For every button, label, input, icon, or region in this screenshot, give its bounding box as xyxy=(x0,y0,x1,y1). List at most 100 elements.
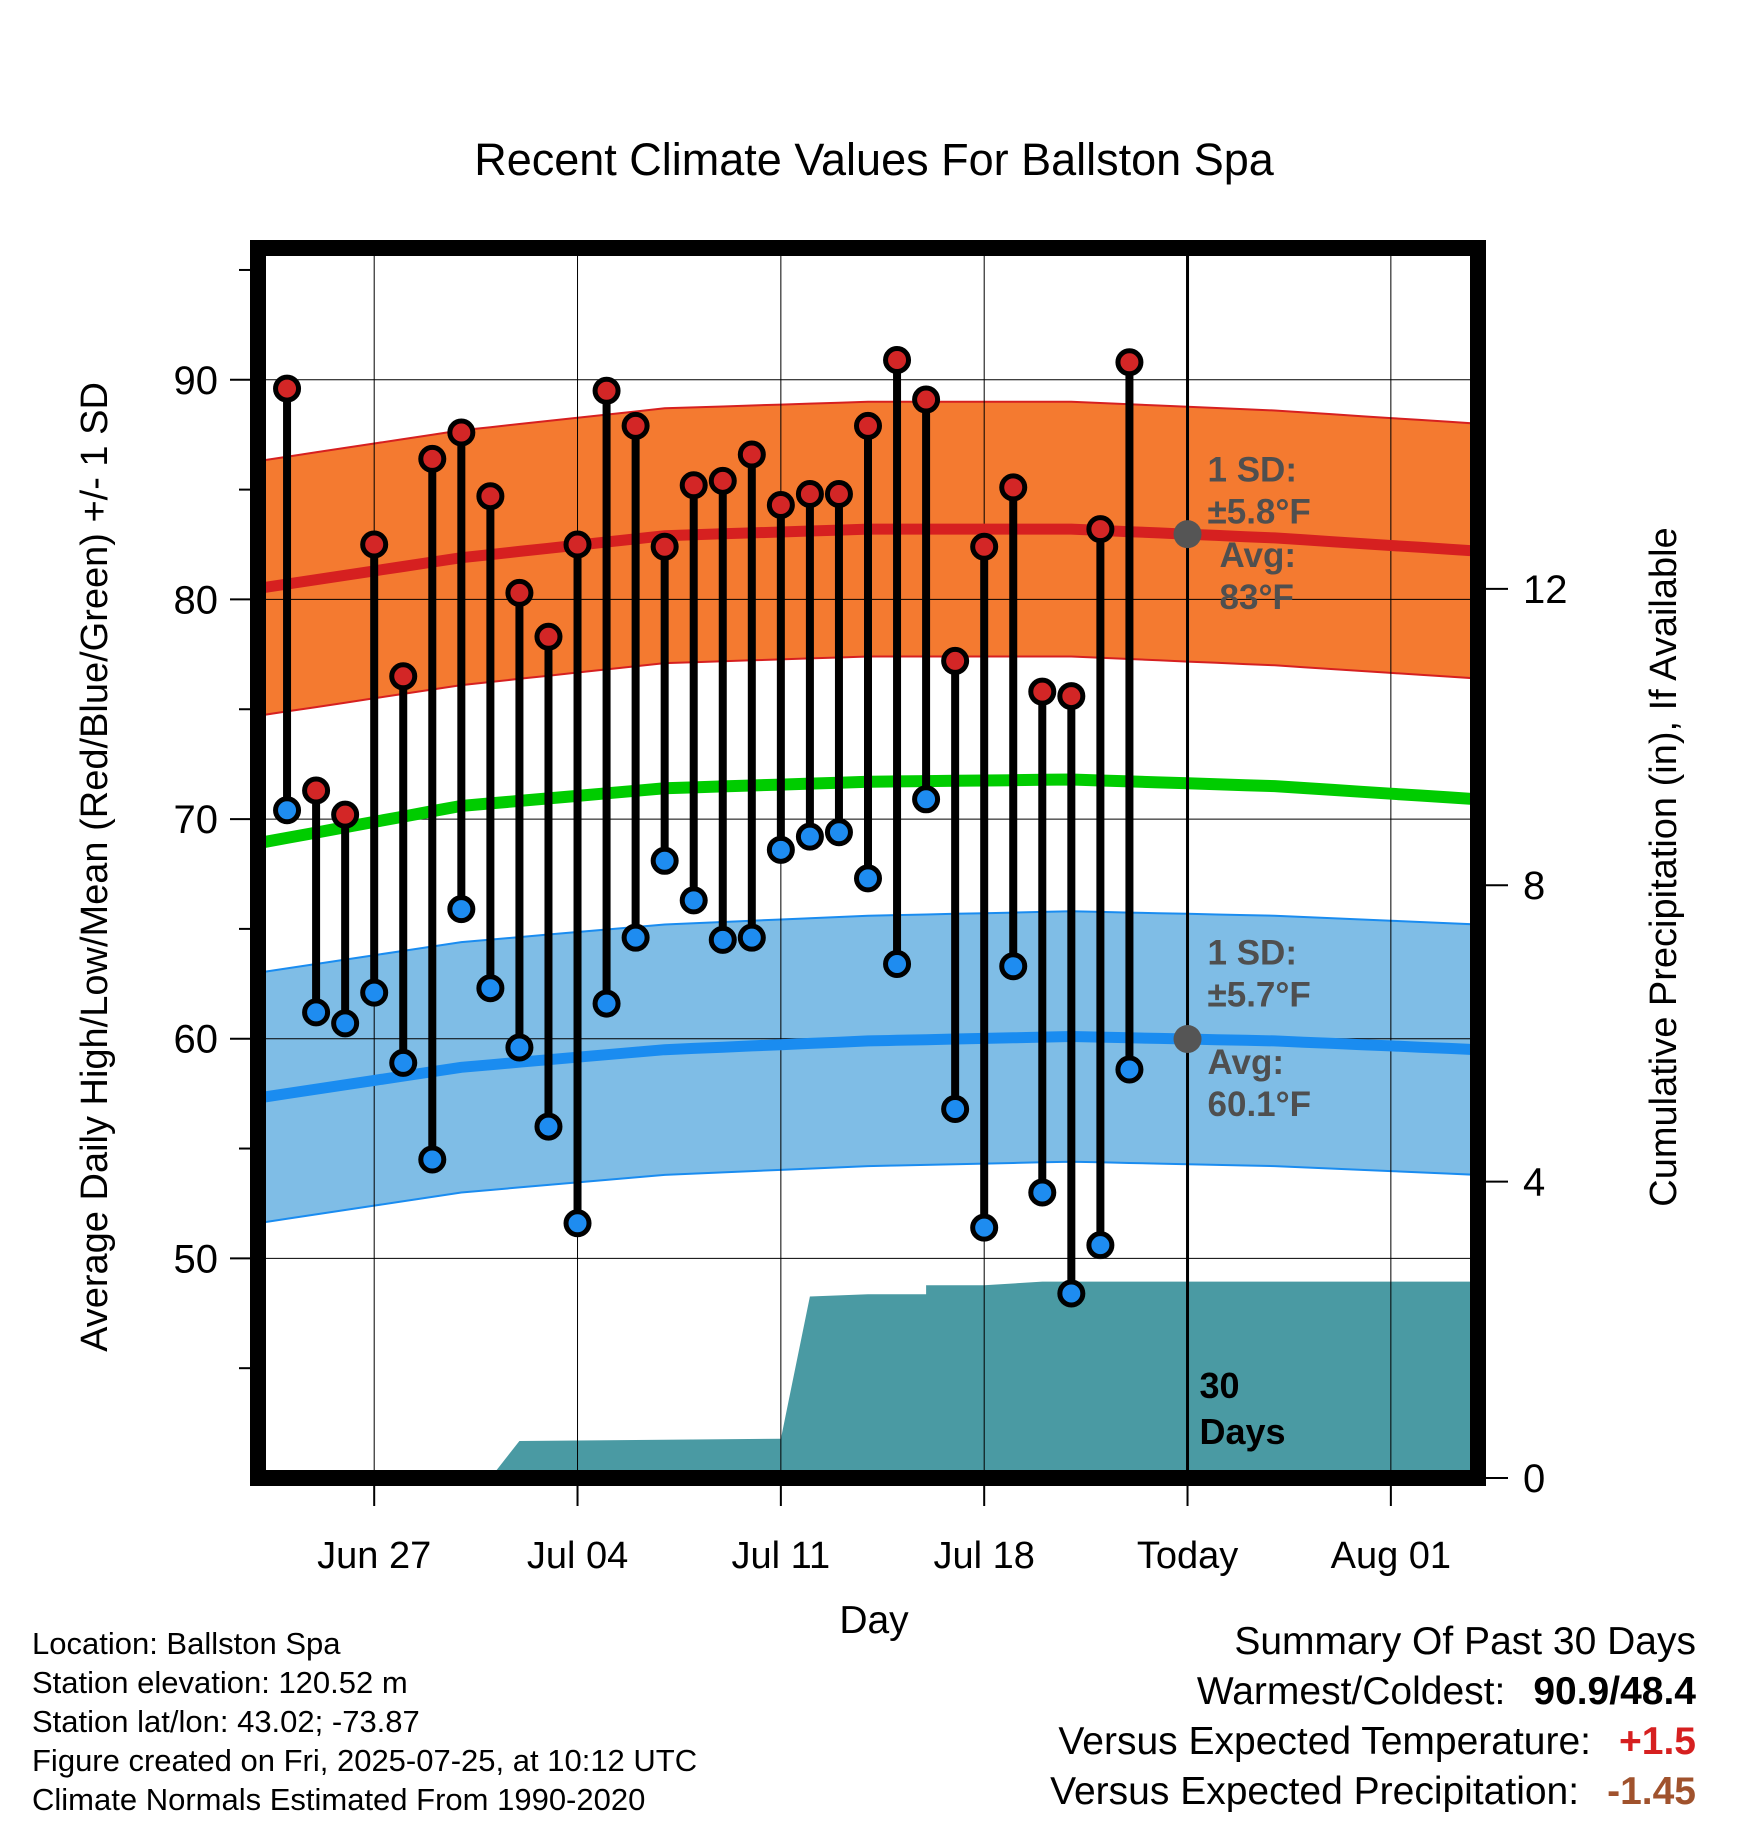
summary-title: Summary Of Past 30 Days xyxy=(1234,1620,1696,1664)
daily-low-point xyxy=(331,1009,360,1038)
daily-high-point xyxy=(331,800,360,829)
daily-high-point xyxy=(621,411,650,440)
y-tick-label: 50 xyxy=(174,1237,219,1281)
chart-title: Recent Climate Values For Ballston Spa xyxy=(474,134,1275,185)
precip-area xyxy=(258,1281,1478,1478)
daily-low-point xyxy=(505,1033,534,1062)
daily-high-point xyxy=(766,490,795,519)
x-tick-label: Today xyxy=(1137,1535,1238,1577)
low-sd-label: 1 SD: xyxy=(1208,934,1297,973)
x-tick-label: Aug 01 xyxy=(1331,1535,1451,1577)
daily-high-point xyxy=(592,376,621,405)
summary-warm-cold: Warmest/Coldest: 90.9/48.4 xyxy=(1197,1670,1696,1714)
daily-high-point xyxy=(795,480,824,508)
daily-low-point xyxy=(534,1112,563,1141)
y-tick-label: 80 xyxy=(174,578,219,622)
normal-low-line xyxy=(257,1030,1479,1104)
low-avg-value: 60.1°F xyxy=(1208,1085,1312,1124)
warm-cold-value: 90.9/48.4 xyxy=(1533,1670,1696,1713)
y-tick-label: 90 xyxy=(174,359,219,403)
daily-low-point xyxy=(621,923,650,952)
daily-low-point xyxy=(766,835,795,864)
normal-high-marker xyxy=(1173,520,1202,549)
high-sd-label: 1 SD: xyxy=(1208,451,1297,490)
daily-low-point xyxy=(912,785,941,814)
daily-low-point xyxy=(418,1145,447,1174)
summary-temp: Versus Expected Temperature: +1.5 xyxy=(1058,1720,1696,1764)
daily-high-point xyxy=(1086,515,1115,544)
daily-low-point xyxy=(1086,1231,1115,1260)
footer-normals: Climate Normals Estimated From 1990-2020 xyxy=(32,1782,646,1817)
daily-low-point xyxy=(592,989,621,1018)
y2-tick-label: 8 xyxy=(1523,864,1545,908)
daily-high-point xyxy=(1057,682,1086,711)
x-tick-label: Jul 11 xyxy=(732,1535,831,1577)
daily-low-point xyxy=(1057,1279,1086,1308)
y2-tick-label: 12 xyxy=(1523,568,1568,612)
daily-high-point xyxy=(563,530,592,559)
today-span-unit: Days xyxy=(1200,1411,1286,1452)
precip-anomaly-value: -1.45 xyxy=(1607,1770,1696,1813)
footer-location: Location: Ballston Spa xyxy=(32,1626,341,1661)
y2-tick-label: 0 xyxy=(1523,1457,1545,1501)
daily-low-point xyxy=(854,864,882,893)
daily-high-point xyxy=(389,662,418,691)
daily-low-point xyxy=(563,1209,592,1238)
x-axis-label: Day xyxy=(839,1599,909,1642)
footer-latlon: Station lat/lon: 43.02; -73.87 xyxy=(32,1704,420,1739)
daily-high-point xyxy=(824,480,853,508)
daily-high-point xyxy=(854,411,882,440)
x-tick-label: Jul 18 xyxy=(933,1535,1034,1577)
precip-anomaly-label: Versus Expected Precipitation: xyxy=(1050,1770,1580,1813)
daily-high-point xyxy=(708,466,737,495)
temp-anomaly-value: +1.5 xyxy=(1619,1720,1696,1763)
low-avg-label: Avg: xyxy=(1208,1043,1284,1082)
daily-low-point xyxy=(476,974,505,1003)
normal-low-marker xyxy=(1173,1025,1202,1054)
daily-low-point xyxy=(389,1048,418,1077)
daily-low-point xyxy=(708,925,737,954)
daily-high-point xyxy=(302,776,331,805)
x-tick-label: Jul 04 xyxy=(527,1535,628,1577)
daily-low-point xyxy=(302,998,331,1027)
daily-low-point xyxy=(999,952,1028,981)
daily-high-point xyxy=(476,482,505,511)
footer-created: Figure created on Fri, 2025-07-25, at 10… xyxy=(32,1743,698,1778)
daily-high-point xyxy=(883,346,912,375)
daily-low-point xyxy=(273,796,302,825)
daily-low-point xyxy=(795,822,824,851)
today-span-label: 30 xyxy=(1200,1365,1240,1406)
daily-high-point xyxy=(912,385,941,414)
daily-high-point xyxy=(970,532,999,561)
plot-frame xyxy=(250,240,1486,1486)
daily-high-point xyxy=(505,578,534,607)
daily-low-point xyxy=(883,950,912,979)
high-avg-label: Avg: xyxy=(1220,536,1296,575)
temp-anomaly-label: Versus Expected Temperature: xyxy=(1058,1720,1591,1763)
daily-high-point xyxy=(679,471,708,500)
daily-high-point xyxy=(360,530,389,559)
daily-high-point xyxy=(650,532,679,561)
warm-cold-label: Warmest/Coldest: xyxy=(1196,1670,1506,1713)
summary-title-text: Summary Of Past 30 Days xyxy=(1234,1620,1696,1663)
daily-low-point xyxy=(970,1213,999,1242)
daily-high-point xyxy=(941,646,970,675)
y2-axis-label: Cumulative Precipitation (in), If Availa… xyxy=(1643,527,1685,1206)
daily-low-point xyxy=(679,886,708,915)
y-tick-label: 60 xyxy=(174,1018,219,1062)
y2-tick-label: 4 xyxy=(1523,1161,1545,1205)
daily-low-point xyxy=(941,1095,970,1123)
low-sd-value: ±5.7°F xyxy=(1208,976,1311,1015)
daily-high-point xyxy=(1028,677,1057,706)
daily-low-point xyxy=(360,978,389,1007)
y-tick-label: 70 xyxy=(174,798,219,842)
daily-low-point xyxy=(447,895,476,924)
daily-high-point xyxy=(273,374,302,403)
daily-high-point xyxy=(737,440,766,469)
x-tick-label: Jun 27 xyxy=(317,1535,431,1577)
daily-high-point xyxy=(418,444,447,473)
daily-low-point xyxy=(1028,1178,1057,1207)
daily-low-point xyxy=(1115,1055,1144,1084)
